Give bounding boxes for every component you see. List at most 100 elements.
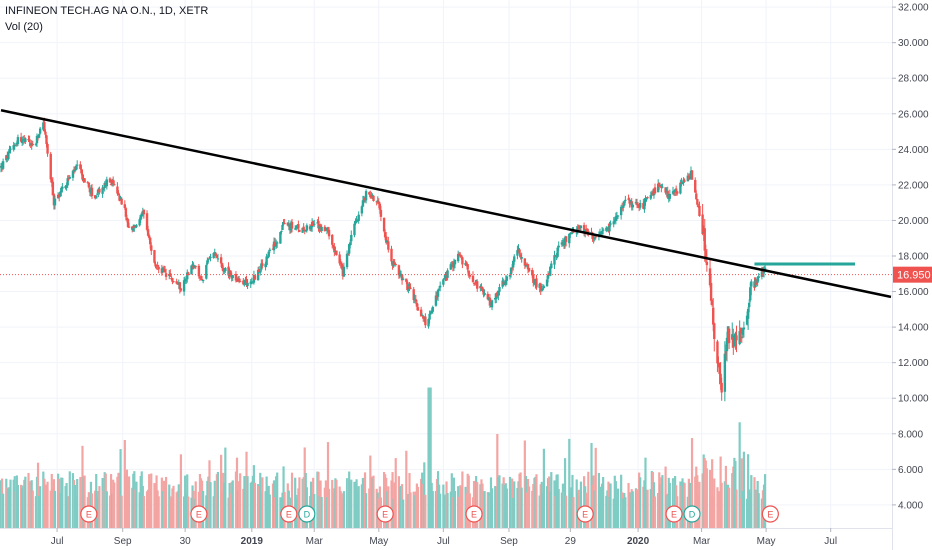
volume-bar: [298, 477, 301, 528]
price-tick-label: 26.000: [898, 109, 929, 120]
candle-body: [710, 300, 714, 305]
candle-body: [387, 241, 390, 250]
candle-body: [708, 268, 712, 286]
candle-body: [205, 265, 208, 279]
candle-body: [127, 226, 131, 228]
candle-body: [79, 164, 82, 169]
candle-body: [216, 258, 220, 260]
earnings-marker[interactable]: E: [376, 505, 394, 523]
candle-body: [267, 251, 270, 257]
time-tick-label: Sep: [114, 536, 132, 547]
candle-body: [46, 144, 49, 154]
price-tick-label: 22.000: [898, 180, 929, 191]
candle-body: [612, 221, 615, 225]
candle-body: [353, 223, 356, 236]
candle-body: [735, 335, 738, 341]
candle-body: [331, 234, 334, 245]
candle-body: [570, 233, 573, 235]
candle-body: [66, 178, 69, 186]
candle-body: [305, 225, 309, 231]
candle-body: [471, 275, 475, 283]
candle-body: [187, 272, 190, 276]
candle-body: [510, 267, 514, 269]
candle-body: [520, 257, 523, 259]
candle-body: [473, 282, 477, 284]
dividend-marker[interactable]: D: [298, 505, 316, 523]
candle-body: [178, 282, 182, 290]
candle-body: [511, 260, 515, 268]
volume-bar: [490, 488, 494, 528]
candle-body: [362, 198, 366, 202]
time-tick-label: 29: [565, 536, 577, 547]
earnings-marker[interactable]: E: [576, 505, 594, 523]
volume-bar: [568, 438, 571, 528]
candle-body: [712, 307, 715, 325]
volume-bar: [327, 488, 331, 528]
candle-body: [668, 193, 672, 199]
candle-body: [95, 195, 98, 199]
candle-body: [311, 221, 315, 226]
candle-body: [372, 195, 375, 201]
candle-body: [19, 137, 23, 142]
candle-body: [276, 242, 279, 244]
candle-body: [582, 225, 586, 233]
volume-bar: [594, 447, 597, 528]
candle-body: [393, 262, 396, 264]
candle-body: [739, 327, 742, 334]
candle-body: [43, 122, 46, 132]
dividend-marker[interactable]: D: [683, 505, 701, 523]
candle-body: [333, 245, 336, 253]
earnings-marker[interactable]: E: [190, 505, 208, 523]
volume-bar: [372, 475, 375, 528]
volume-bar: [639, 477, 642, 528]
volume-bar: [253, 482, 257, 528]
candle-body: [443, 278, 446, 280]
volume-bar: [439, 493, 442, 528]
volume-bar: [705, 468, 708, 528]
candle-body: [169, 273, 172, 277]
volume-bar: [224, 447, 227, 528]
candle-body: [549, 266, 552, 276]
candle-body: [220, 263, 224, 269]
candle-body: [465, 262, 468, 266]
event-marker-circle: [280, 505, 298, 523]
candle-body: [468, 274, 472, 277]
candle-body: [124, 208, 128, 217]
volume-bar: [290, 472, 294, 528]
candle-body: [486, 293, 490, 300]
candle-body: [763, 267, 767, 270]
event-marker-letter: E: [86, 509, 92, 519]
candle-body: [290, 221, 294, 229]
volume-indicator-label[interactable]: Vol (20): [5, 21, 43, 33]
last-price-badge-bg: [893, 266, 932, 283]
event-marker-letter: D: [689, 509, 696, 519]
candle-body: [103, 183, 106, 188]
candle-body: [634, 201, 638, 204]
earnings-marker[interactable]: E: [80, 505, 98, 523]
candle-body: [175, 281, 178, 284]
volume-bar: [646, 489, 649, 528]
candle-body: [386, 240, 389, 243]
earnings-marker[interactable]: E: [465, 505, 483, 523]
earnings-marker[interactable]: E: [280, 505, 298, 523]
candle-body: [466, 264, 469, 270]
candle-body: [20, 139, 24, 144]
volume-bar: [505, 488, 508, 528]
candle-body: [505, 276, 509, 281]
candle-body: [583, 229, 587, 233]
candle-body: [229, 270, 232, 276]
candle-body: [399, 273, 403, 275]
candle-body: [719, 373, 722, 383]
candle-body: [527, 267, 531, 272]
candle-body: [638, 202, 642, 208]
candle-body: [44, 131, 47, 135]
candle-body: [266, 257, 269, 259]
earnings-marker[interactable]: E: [665, 505, 683, 523]
event-marker-circle: [190, 505, 208, 523]
earnings-marker[interactable]: E: [761, 505, 779, 523]
candle-body: [664, 187, 667, 193]
candle-body: [601, 229, 605, 231]
volume-bar: [587, 471, 590, 528]
candle-body: [350, 234, 353, 242]
